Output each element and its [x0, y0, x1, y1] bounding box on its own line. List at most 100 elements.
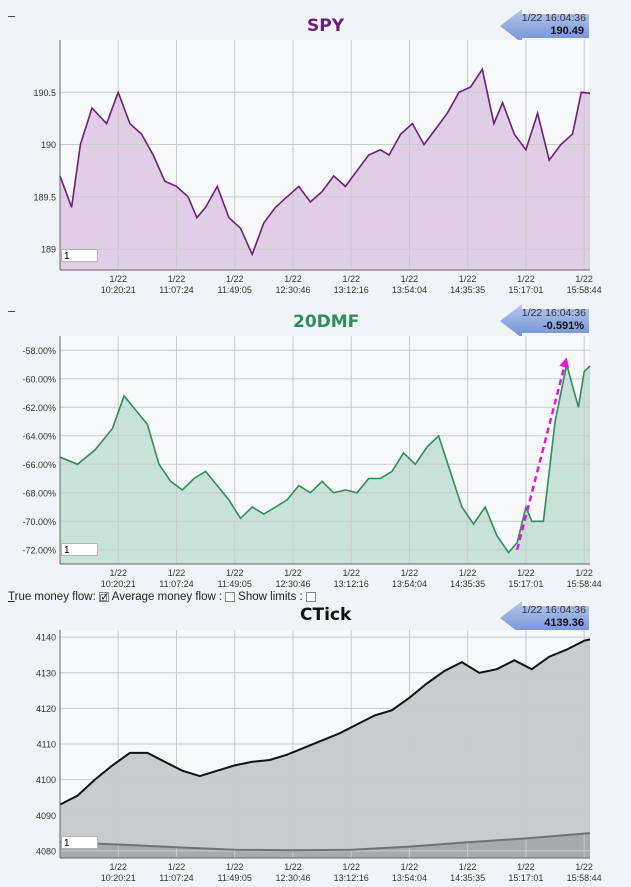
- dmf-panel: – 20DMF 1/22 16:04:36 -0.591% -72.00% -70…: [8, 303, 602, 589]
- ctick-value-badge: 1/22 16:04:36 4139.36: [498, 600, 590, 636]
- y-tick-label: 4120: [36, 704, 56, 714]
- x-tick-time: 14:35:35: [450, 285, 485, 295]
- dmf-zoom-input[interactable]: 1: [61, 543, 98, 556]
- y-tick-label: 4130: [36, 668, 56, 678]
- spy-title: SPY: [307, 16, 345, 36]
- x-tick-date: 1/22: [401, 862, 419, 872]
- x-tick-time: 12:30:46: [275, 873, 310, 883]
- x-tick-time: 15:17:01: [508, 579, 543, 589]
- spy-chart: 189189.5190190.51/2210:20:211/2211:07:24…: [33, 40, 602, 295]
- x-tick-date: 1/22: [517, 568, 535, 578]
- x-tick-date: 1/22: [575, 568, 593, 578]
- x-tick-time: 10:20:21: [101, 873, 136, 883]
- dmf-value-badge: 1/22 16:04:36 -0.591%: [498, 303, 590, 339]
- series-line-0: [59, 364, 591, 554]
- annotation-arrow-line: [515, 357, 568, 551]
- y-tick-label: -70.00%: [22, 517, 56, 527]
- x-tick-time: 11:07:24: [159, 285, 193, 295]
- x-tick-date: 1/22: [459, 568, 477, 578]
- x-tick-date: 1/22: [459, 862, 477, 872]
- series-line-0: [59, 67, 591, 257]
- y-tick-label: 4110: [37, 740, 56, 750]
- y-tick-label: 4090: [36, 811, 56, 821]
- x-tick-date: 1/22: [575, 862, 593, 872]
- x-tick-date: 1/22: [226, 568, 244, 578]
- y-tick-label: 4140: [36, 633, 56, 643]
- series-area-0: [60, 639, 590, 858]
- x-tick-date: 1/22: [168, 862, 186, 872]
- x-tick-date: 1/22: [168, 274, 186, 284]
- x-tick-date: 1/22: [459, 274, 477, 284]
- x-tick-time: 11:49:05: [218, 285, 252, 295]
- spy-collapse-dash[interactable]: –: [8, 8, 16, 23]
- y-tick-label: -72.00%: [22, 545, 56, 555]
- x-tick-time: 15:17:01: [508, 873, 543, 883]
- x-tick-time: 13:12:16: [334, 285, 369, 295]
- y-tick-label: 4080: [36, 846, 56, 856]
- x-tick-date: 1/22: [517, 274, 535, 284]
- y-tick-label: -62.00%: [22, 403, 56, 413]
- x-tick-time: 11:49:05: [218, 579, 252, 589]
- series-line-0: [59, 638, 591, 806]
- y-tick-label: -64.00%: [22, 431, 56, 441]
- y-tick-label: 189: [41, 245, 56, 255]
- y-tick-label: -58.00%: [22, 346, 56, 356]
- x-tick-date: 1/22: [342, 568, 360, 578]
- y-tick-label: 4100: [36, 775, 56, 785]
- spy-badge-time: 1/22 16:04:36: [521, 12, 586, 24]
- x-tick-time: 13:54:04: [392, 285, 427, 295]
- ctick-title: CTick: [300, 605, 352, 625]
- dmf-collapse-dash[interactable]: –: [8, 303, 16, 318]
- y-tick-label: -68.00%: [22, 488, 56, 498]
- x-tick-time: 15:58:44: [567, 579, 602, 589]
- ctick-zoom-input[interactable]: 1: [61, 836, 98, 849]
- x-tick-time: 12:30:46: [275, 285, 310, 295]
- x-tick-date: 1/22: [575, 274, 593, 284]
- x-tick-date: 1/22: [284, 862, 302, 872]
- left-arrow-icon: [500, 304, 589, 338]
- show-limits-checkbox[interactable]: [305, 592, 316, 602]
- true-money-flow-checkbox[interactable]: 🗹: [98, 592, 109, 603]
- x-tick-time: 13:54:04: [392, 579, 427, 589]
- x-tick-date: 1/22: [401, 568, 419, 578]
- ctick-badge-time: 1/22 16:04:36: [521, 604, 586, 616]
- dmf-chart: -72.00% -70.00% -68.00% -66.00% -64.00% -62.0…: [22, 336, 602, 589]
- money-flow-options: True money flow: 🗹 Average money flow : …: [8, 591, 316, 603]
- x-tick-date: 1/22: [401, 274, 419, 284]
- left-arrow-icon: [500, 601, 589, 635]
- spy-value-badge: 1/22 16:04:36 190.49: [498, 8, 590, 44]
- x-tick-date: 1/22: [109, 274, 127, 284]
- series-area-0: [60, 364, 590, 564]
- x-tick-time: 13:12:16: [334, 873, 369, 883]
- y-tick-label: -60.00%: [22, 374, 56, 384]
- spy-badge-value: 190.49: [550, 25, 584, 37]
- spy-zoom-input[interactable]: 1: [61, 249, 98, 262]
- ctick-badge-value: 4139.36: [544, 617, 584, 629]
- average-money-flow-checkbox[interactable]: [225, 592, 236, 602]
- dmf-badge-time: 1/22 16:04:36: [521, 307, 586, 319]
- x-tick-date: 1/22: [109, 568, 127, 578]
- y-tick-label: 190: [41, 140, 56, 150]
- x-tick-date: 1/22: [109, 862, 127, 872]
- x-tick-time: 15:17:01: [508, 285, 543, 295]
- x-tick-date: 1/22: [517, 862, 535, 872]
- series-area-0: [60, 69, 590, 270]
- x-tick-date: 1/22: [284, 274, 302, 284]
- x-tick-time: 13:12:16: [334, 579, 369, 589]
- x-tick-time: 11:07:24: [159, 873, 193, 883]
- average-money-flow-label: Average money flow :: [111, 591, 223, 603]
- x-tick-time: 10:20:21: [101, 579, 136, 589]
- x-tick-time: 14:35:35: [450, 579, 485, 589]
- show-limits-label: Show limits :: [238, 591, 303, 603]
- x-tick-date: 1/22: [342, 862, 360, 872]
- y-tick-label: 190.5: [33, 88, 56, 98]
- x-tick-time: 15:58:44: [567, 873, 602, 883]
- y-tick-label: 189.5: [33, 192, 56, 202]
- true-money-flow-label: True money flow:: [8, 591, 96, 603]
- x-tick-date: 1/22: [226, 862, 244, 872]
- dmf-badge-value: -0.591%: [543, 320, 584, 332]
- annotation-arrow-head: [559, 357, 570, 369]
- series-area-1: [60, 833, 590, 858]
